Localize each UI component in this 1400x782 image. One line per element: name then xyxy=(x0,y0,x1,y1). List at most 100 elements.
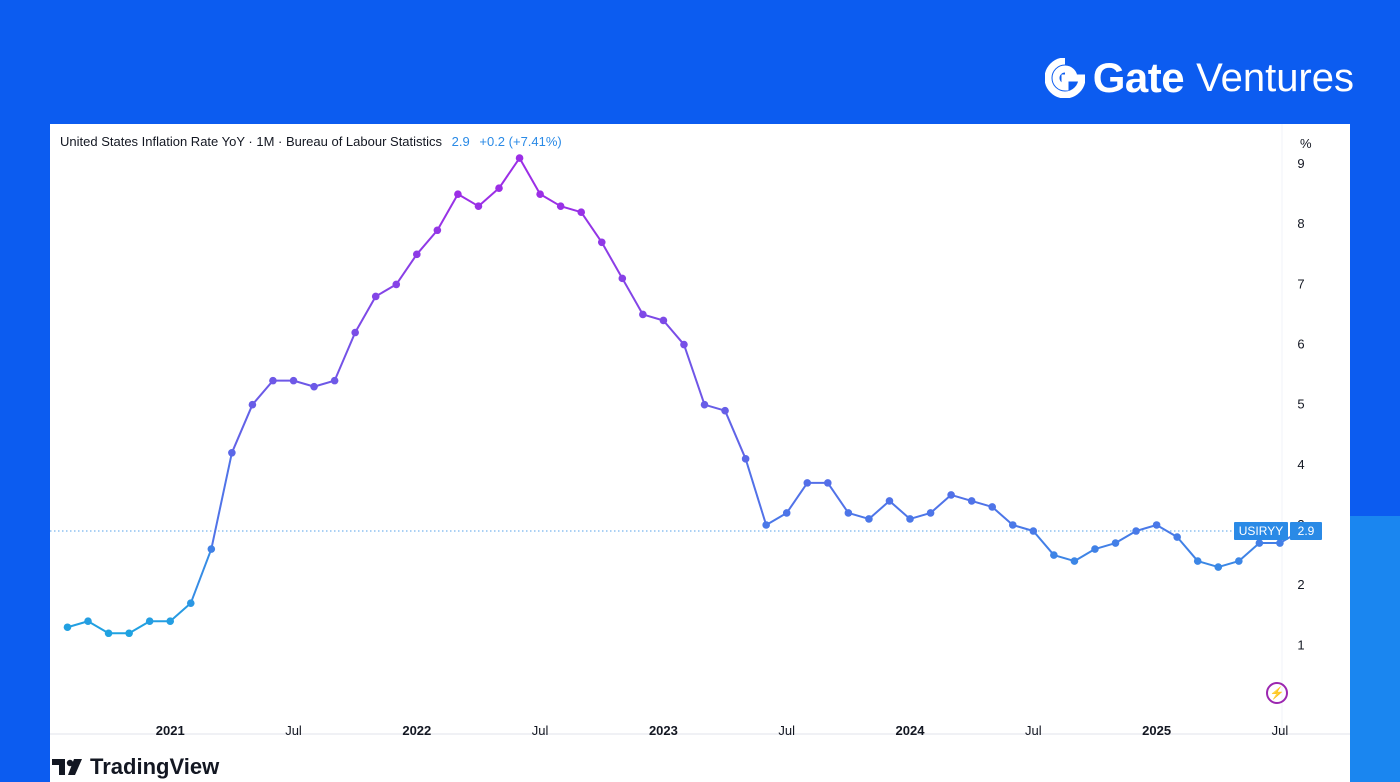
data-point xyxy=(741,455,750,463)
data-point xyxy=(1214,563,1223,571)
series-line-segment xyxy=(230,404,254,454)
last-value-badge xyxy=(1290,522,1322,541)
series-line-segment xyxy=(888,500,911,520)
series-line-segment xyxy=(1176,536,1199,562)
series-line-segment xyxy=(785,482,809,514)
data-point xyxy=(1235,557,1243,565)
y-tick-label: 4 xyxy=(1297,457,1304,472)
data-point xyxy=(1050,551,1058,559)
data-point xyxy=(1132,527,1140,535)
data-point xyxy=(248,400,257,409)
series-line-segment xyxy=(87,620,110,635)
y-tick-label: 6 xyxy=(1297,337,1304,352)
series-symbol-badge xyxy=(1234,522,1288,541)
series-line-segment xyxy=(929,494,952,514)
data-point xyxy=(577,208,586,217)
data-point xyxy=(680,340,688,349)
chart-header: United States Inflation Rate YoY · 1M · … xyxy=(60,134,562,149)
data-point xyxy=(700,400,709,409)
series-line-segment xyxy=(395,253,418,285)
x-tick-label: Jul xyxy=(1025,723,1042,738)
data-point xyxy=(782,509,791,517)
data-point xyxy=(63,623,72,632)
data-point xyxy=(351,328,359,337)
chart-last-value: 2.9 xyxy=(451,134,470,149)
data-point xyxy=(515,154,524,162)
series-line-segment xyxy=(354,295,377,334)
series-line-segment xyxy=(991,506,1014,526)
data-point xyxy=(721,406,729,415)
data-point xyxy=(166,617,175,626)
data-point xyxy=(186,599,195,607)
data-point xyxy=(433,226,442,235)
x-tick-label: 2021 xyxy=(156,723,185,738)
tradingview-logo-text: TradingView xyxy=(90,754,220,779)
data-point xyxy=(639,310,647,319)
series-line-segment xyxy=(621,277,644,315)
series-line-segment xyxy=(518,157,541,195)
series-line-segment xyxy=(1156,524,1178,538)
data-point xyxy=(967,497,976,505)
y-tick-label: 2 xyxy=(1297,577,1304,592)
data-point xyxy=(371,292,380,301)
data-point xyxy=(536,190,544,198)
data-point xyxy=(659,316,668,325)
chart-panel: 1234567892021Jul2022Jul2023Jul2024Jul202… xyxy=(50,124,1350,782)
gate-logo-icon xyxy=(1044,58,1085,98)
data-point xyxy=(125,629,133,638)
series-line-segment xyxy=(333,332,357,382)
gate-ventures-logo: Gate Ventures xyxy=(1044,54,1354,102)
data-point xyxy=(392,280,401,289)
data-point xyxy=(207,545,216,553)
data-point xyxy=(865,515,873,523)
data-point xyxy=(474,202,483,210)
series-symbol-label: USIRYY xyxy=(1239,524,1283,538)
y-tick-label: 9 xyxy=(1297,156,1304,171)
data-point xyxy=(310,382,318,391)
data-point xyxy=(269,376,277,385)
data-point xyxy=(926,509,935,517)
chart-title: United States Inflation Rate YoY · 1M · … xyxy=(60,134,443,149)
series-line-segment xyxy=(683,344,706,406)
series-line-segment xyxy=(375,283,397,298)
series-line-segment xyxy=(600,241,624,279)
data-point xyxy=(1091,545,1099,553)
series-line-segment xyxy=(1115,530,1137,544)
series-line-segment xyxy=(436,193,459,231)
data-point xyxy=(1008,521,1017,529)
data-point xyxy=(330,376,339,385)
y-tick-label: 8 xyxy=(1297,216,1304,231)
lightning-bolt-icon[interactable]: ⚡ xyxy=(1266,682,1288,704)
data-point xyxy=(803,479,812,487)
data-point xyxy=(824,479,832,487)
x-tick-label: 2023 xyxy=(649,723,678,738)
data-point xyxy=(289,376,298,385)
data-point xyxy=(104,629,113,638)
series-line-segment xyxy=(868,500,891,520)
series-line-segment xyxy=(662,319,685,346)
data-point xyxy=(1276,539,1284,547)
chart-plot[interactable]: 1234567892021Jul2022Jul2023Jul2024Jul202… xyxy=(50,124,1350,744)
x-tick-label: Jul xyxy=(1272,723,1289,738)
series-line-segment xyxy=(724,410,747,460)
x-tick-label: 2025 xyxy=(1142,723,1171,738)
corner-stripe xyxy=(1340,516,1400,782)
data-point xyxy=(454,190,462,198)
data-point xyxy=(413,250,421,259)
data-point xyxy=(906,515,914,523)
data-point xyxy=(1152,521,1161,529)
series-line-segment xyxy=(210,452,233,550)
series-line-segment xyxy=(416,229,439,255)
data-point xyxy=(84,617,92,626)
series-line-segment xyxy=(826,482,850,514)
series-line-segment xyxy=(1238,542,1261,562)
data-point xyxy=(947,491,955,499)
tradingview-logo[interactable]: TradingView xyxy=(52,754,219,780)
data-point xyxy=(988,503,997,511)
series-line-segment xyxy=(580,211,603,243)
x-tick-label: Jul xyxy=(778,723,795,738)
x-tick-label: 2024 xyxy=(896,723,926,738)
series-line-segment xyxy=(128,620,151,635)
data-point xyxy=(1070,557,1079,565)
data-point xyxy=(1111,539,1120,547)
